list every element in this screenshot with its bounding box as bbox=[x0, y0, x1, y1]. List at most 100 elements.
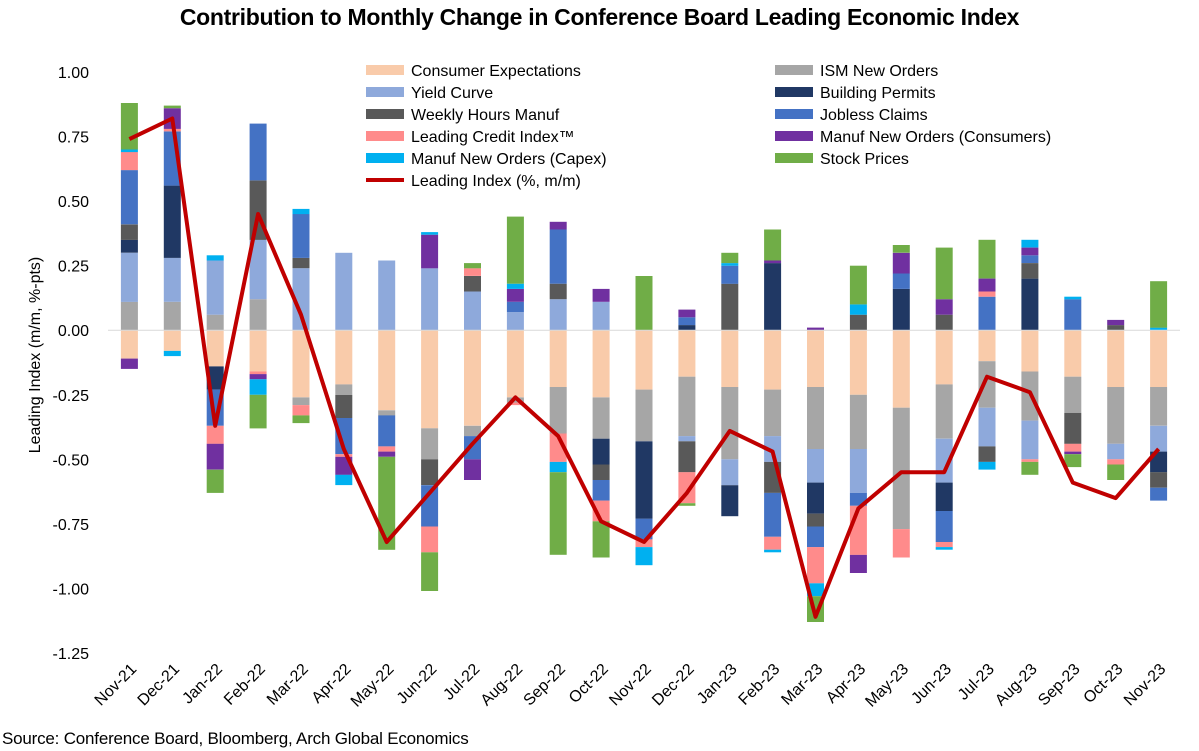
legend-swatch bbox=[366, 109, 404, 119]
bar-segment-aug-22-s8 bbox=[506, 283, 524, 289]
bar-segment-jan-22-s6 bbox=[206, 425, 224, 444]
bar-segment-jun-22-s2 bbox=[421, 268, 439, 331]
legend-label: Leading Credit Index™ bbox=[411, 129, 575, 146]
x-tick-label: Sep-22 bbox=[521, 661, 570, 710]
legend-swatch bbox=[775, 131, 813, 141]
bar-segment-apr-23-s2 bbox=[849, 449, 867, 493]
bar-segment-dec-21-s1 bbox=[163, 301, 181, 331]
bar-segment-nov-23-s0 bbox=[1150, 330, 1168, 387]
bar-segment-jan-22-s8 bbox=[206, 255, 224, 261]
bar-segment-sep-23-s1 bbox=[1064, 376, 1082, 413]
bar-segment-jun-22-s8 bbox=[421, 232, 439, 235]
x-tick-label: May-22 bbox=[348, 661, 398, 711]
bar-segment-jun-22-s7 bbox=[421, 234, 439, 269]
bar-segment-feb-23-s3 bbox=[764, 263, 782, 331]
bar-segment-nov-21-s5 bbox=[120, 170, 138, 225]
bar-segment-aug-23-s0 bbox=[1021, 330, 1039, 372]
bar-segment-nov-23-s5 bbox=[1150, 487, 1168, 501]
bar-segment-jul-23-s5 bbox=[978, 296, 996, 331]
bar-segment-jun-23-s6 bbox=[935, 542, 953, 548]
bar-segment-jun-22-s0 bbox=[421, 330, 439, 429]
bar-segment-feb-22-s2 bbox=[249, 239, 267, 300]
bar-segment-feb-22-s1 bbox=[249, 299, 267, 331]
bar-segment-jun-23-s3 bbox=[935, 482, 953, 511]
x-tick-label: Aug-23 bbox=[992, 661, 1041, 710]
bar-segment-jan-23-s9 bbox=[721, 252, 739, 264]
bar-segment-oct-22-s0 bbox=[592, 330, 610, 398]
bar-segment-nov-22-s0 bbox=[635, 330, 653, 390]
bar-segment-jun-23-s9 bbox=[935, 247, 953, 300]
bar-segment-apr-23-s8 bbox=[849, 304, 867, 315]
bar-segment-mar-23-s7 bbox=[807, 327, 824, 331]
legend-label: Building Permits bbox=[820, 85, 936, 102]
bar-segment-jan-23-s5 bbox=[721, 265, 739, 284]
x-tick-label: Oct-23 bbox=[1081, 661, 1127, 707]
bar-segment-apr-22-s2 bbox=[335, 252, 353, 331]
bar-segment-may-22-s2 bbox=[378, 260, 396, 331]
x-axis: Nov-21Dec-21Jan-22Feb-22Mar-22Apr-22May-… bbox=[92, 661, 1170, 711]
bar-segment-jan-23-s0 bbox=[721, 330, 739, 387]
bar-segment-nov-21-s2 bbox=[120, 252, 138, 302]
bar-segment-jan-22-s1 bbox=[206, 314, 224, 331]
bar-segment-may-22-s6 bbox=[378, 446, 396, 452]
bar-segment-nov-21-s8 bbox=[120, 149, 138, 153]
bar-segment-aug-23-s3 bbox=[1021, 278, 1039, 331]
legend-swatch bbox=[775, 109, 813, 119]
bar-segment-apr-22-s5 bbox=[335, 418, 353, 455]
x-tick-label: Feb-22 bbox=[221, 661, 269, 709]
bar-segment-may-22-s1 bbox=[378, 410, 396, 416]
bar-segment-mar-22-s1 bbox=[292, 397, 310, 406]
y-tick-label: 0.50 bbox=[58, 194, 89, 211]
bar-segment-sep-22-s8 bbox=[549, 461, 567, 473]
bar-segment-sep-23-s4 bbox=[1064, 412, 1082, 444]
legend-label: Weekly Hours Manuf bbox=[411, 107, 560, 124]
bar-segment-aug-22-s9 bbox=[506, 216, 524, 284]
bar-segment-sep-23-s9 bbox=[1064, 454, 1082, 468]
bar-segment-aug-22-s2 bbox=[506, 312, 524, 331]
bar-segment-jan-23-s2 bbox=[721, 459, 739, 486]
bar-segment-may-23-s0 bbox=[892, 330, 910, 408]
bar-segment-nov-21-s3 bbox=[120, 239, 138, 253]
y-tick-label: -0.50 bbox=[53, 452, 90, 469]
x-tick-label: Oct-22 bbox=[566, 661, 612, 707]
bar-segment-sep-23-s7 bbox=[1064, 451, 1082, 455]
bar-segment-sep-23-s6 bbox=[1064, 443, 1082, 452]
bar-segment-aug-22-s5 bbox=[506, 301, 524, 313]
bar-segment-feb-23-s5 bbox=[764, 492, 782, 537]
bar-segment-feb-23-s8 bbox=[764, 549, 782, 553]
bar-segment-feb-22-s5 bbox=[249, 123, 267, 181]
bar-segment-jan-23-s4 bbox=[721, 283, 739, 331]
x-tick-label: Dec-22 bbox=[649, 661, 698, 710]
bar-segment-dec-21-s2 bbox=[163, 257, 181, 302]
bar-segment-apr-22-s1 bbox=[335, 384, 353, 395]
bar-segment-nov-21-s6 bbox=[120, 152, 138, 171]
bar-segment-feb-22-s7 bbox=[249, 374, 267, 380]
source-note: Source: Conference Board, Bloomberg, Arc… bbox=[2, 729, 469, 748]
bar-segment-nov-23-s9 bbox=[1150, 281, 1168, 328]
bar-segment-mar-22-s4 bbox=[292, 257, 310, 269]
bar-segment-oct-23-s0 bbox=[1107, 330, 1125, 387]
bar-segment-sep-22-s4 bbox=[549, 283, 567, 300]
bar-segment-feb-22-s6 bbox=[249, 371, 267, 375]
bar-segment-mar-23-s6 bbox=[807, 547, 824, 584]
bar-segment-mar-23-s5 bbox=[807, 526, 824, 548]
bar-segment-jul-22-s1 bbox=[464, 425, 481, 437]
bar-segment-apr-22-s8 bbox=[335, 474, 353, 486]
bar-segment-nov-23-s8 bbox=[1150, 327, 1168, 331]
x-tick-label: Jan-22 bbox=[179, 661, 226, 708]
bar-segment-may-23-s5 bbox=[892, 273, 910, 289]
bar-segment-may-23-s9 bbox=[892, 245, 910, 253]
bar-segment-dec-21-s8 bbox=[163, 350, 181, 357]
bar-segment-feb-22-s0 bbox=[249, 330, 267, 372]
bar-segment-feb-22-s9 bbox=[249, 394, 267, 429]
legend-swatch bbox=[775, 87, 813, 97]
bar-segment-jun-22-s6 bbox=[421, 526, 439, 553]
bar-segment-mar-23-s3 bbox=[807, 482, 824, 514]
bar-segment-mar-23-s1 bbox=[807, 387, 824, 449]
x-tick-label: Sep-23 bbox=[1035, 661, 1084, 710]
bar-segment-nov-22-s9 bbox=[635, 276, 653, 331]
bar-segment-oct-23-s9 bbox=[1107, 464, 1125, 480]
bar-segment-dec-22-s0 bbox=[678, 330, 696, 377]
bar-segment-jun-22-s9 bbox=[421, 552, 439, 591]
legend-swatch bbox=[366, 153, 404, 163]
